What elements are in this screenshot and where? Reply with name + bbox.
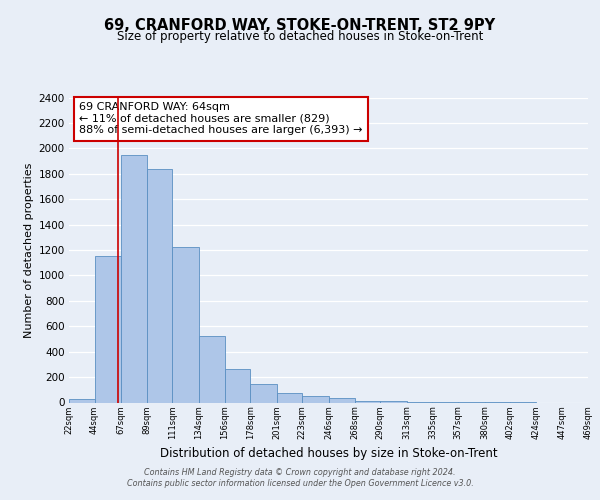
Text: Contains HM Land Registry data © Crown copyright and database right 2024.
Contai: Contains HM Land Registry data © Crown c…	[127, 468, 473, 487]
Text: 69, CRANFORD WAY, STOKE-ON-TRENT, ST2 9PY: 69, CRANFORD WAY, STOKE-ON-TRENT, ST2 9P…	[104, 18, 496, 32]
Bar	[224, 369, 250, 402]
Bar	[380, 401, 407, 402]
Bar	[277, 392, 302, 402]
Bar	[355, 400, 380, 402]
Bar	[329, 398, 355, 402]
Text: Size of property relative to detached houses in Stoke-on-Trent: Size of property relative to detached ho…	[117, 30, 483, 43]
Bar	[95, 256, 121, 402]
Bar	[199, 336, 224, 402]
Bar	[147, 168, 172, 402]
Text: 69 CRANFORD WAY: 64sqm
← 11% of detached houses are smaller (829)
88% of semi-de: 69 CRANFORD WAY: 64sqm ← 11% of detached…	[79, 102, 363, 136]
X-axis label: Distribution of detached houses by size in Stoke-on-Trent: Distribution of detached houses by size …	[160, 448, 497, 460]
Bar	[172, 247, 199, 402]
Y-axis label: Number of detached properties: Number of detached properties	[25, 162, 34, 338]
Bar	[302, 396, 329, 402]
Bar	[121, 154, 147, 402]
Bar	[69, 400, 95, 402]
Bar	[250, 384, 277, 402]
